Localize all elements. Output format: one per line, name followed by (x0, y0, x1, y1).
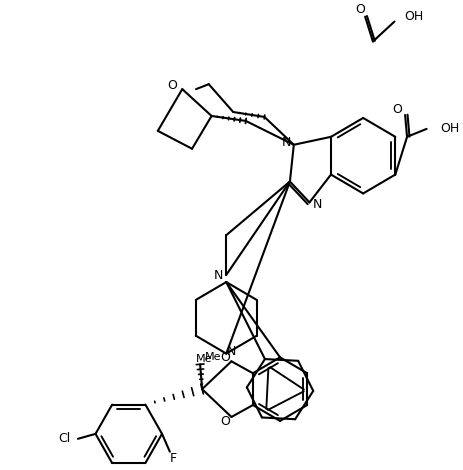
Text: Cl: Cl (58, 432, 70, 445)
Text: O: O (392, 102, 401, 116)
Text: N: N (281, 136, 290, 149)
Text: Me: Me (205, 352, 221, 362)
Text: O: O (220, 415, 230, 429)
Text: O: O (167, 78, 177, 92)
Text: OH: OH (403, 10, 423, 23)
Text: N: N (226, 345, 235, 358)
Text: O: O (355, 3, 364, 16)
Text: F: F (170, 452, 177, 465)
Text: N: N (213, 269, 223, 282)
Text: O: O (220, 351, 230, 364)
Text: OH: OH (439, 122, 458, 135)
Text: Me: Me (195, 354, 212, 364)
Text: N: N (312, 198, 321, 211)
